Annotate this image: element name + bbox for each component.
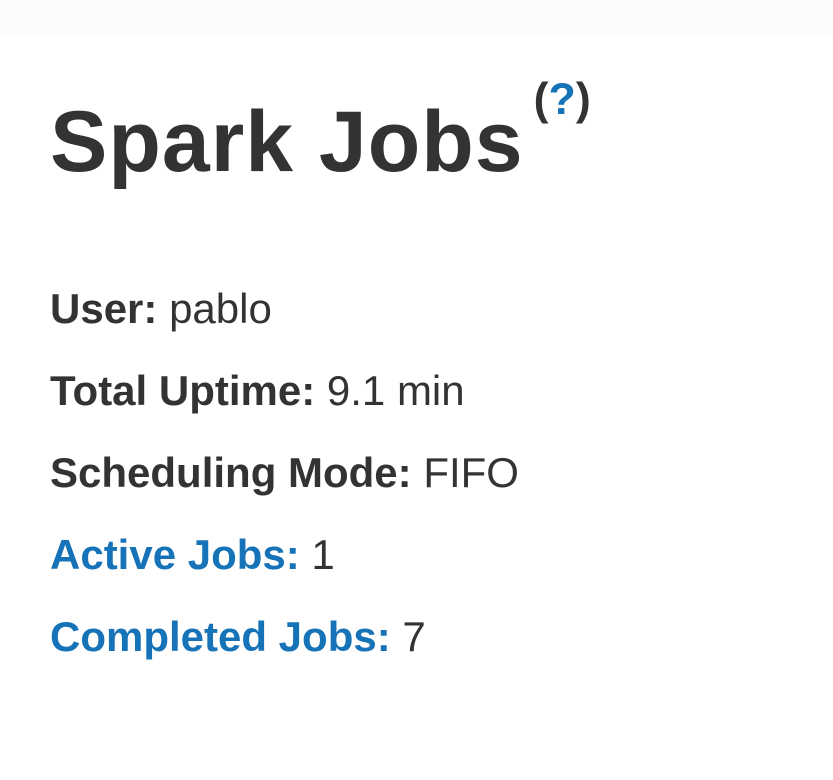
summary-row-active-jobs: Active Jobs: 1 <box>50 514 803 596</box>
active-jobs-count: 1 <box>311 530 335 578</box>
help-superscript: (?) <box>534 75 591 124</box>
page-title-text: Spark Jobs <box>50 94 524 190</box>
top-band <box>0 0 833 35</box>
total-uptime-value: 9.1 min <box>326 366 465 414</box>
completed-jobs-link[interactable]: Completed Jobs: <box>50 612 391 660</box>
page-title: Spark Jobs (?) <box>50 75 803 190</box>
user-label: User: <box>50 284 158 332</box>
active-jobs-link[interactable]: Active Jobs: <box>50 530 300 578</box>
summary-row-completed-jobs: Completed Jobs: 7 <box>50 596 803 678</box>
help-open-paren: ( <box>533 74 549 124</box>
total-uptime-label: Total Uptime: <box>50 366 316 414</box>
summary-row-user: User: pablo <box>50 268 803 350</box>
summary-list: User: pablo Total Uptime: 9.1 min Schedu… <box>50 268 803 678</box>
page-content: Spark Jobs (?) User: pablo Total Uptime: … <box>0 75 833 678</box>
summary-row-scheduling-mode: Scheduling Mode: FIFO <box>50 432 803 514</box>
scheduling-mode-value: FIFO <box>423 448 519 496</box>
summary-row-total-uptime: Total Uptime: 9.1 min <box>50 350 803 432</box>
scheduling-mode-label: Scheduling Mode: <box>50 448 412 496</box>
completed-jobs-count: 7 <box>402 612 426 660</box>
user-value: pablo <box>169 284 272 332</box>
help-question-icon[interactable]: ? <box>548 74 576 124</box>
help-close-paren: ) <box>575 74 591 124</box>
